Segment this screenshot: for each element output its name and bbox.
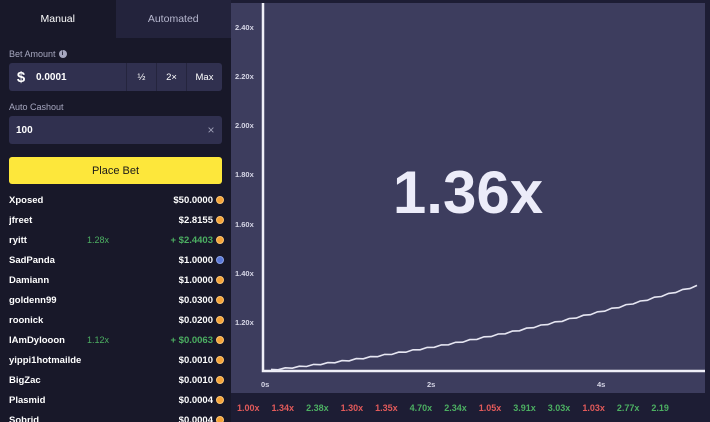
history-bar: 1.00x 1.34x 2.38x 1.30x 1.35x 4.70x 2.34x 1.05x… (231, 393, 710, 422)
player-row: Sobrid $0.0004 (0, 410, 231, 422)
info-icon[interactable]: i (58, 50, 67, 58)
player-row: BigZac $0.0010 (0, 370, 231, 390)
player-row: goldenn99 $0.0300 (0, 290, 231, 310)
bitcoin-icon (216, 356, 224, 364)
bitcoin-icon (216, 396, 224, 404)
bitcoin-icon (216, 216, 224, 224)
half-bet-button[interactable]: ½ (126, 63, 156, 91)
player-name: IAmDylooon (9, 334, 65, 346)
player-name: Damiann (9, 274, 50, 286)
dollar-icon: $ (16, 68, 26, 86)
bet-panel: Manual Automated Bet Amount i $ ½ 2× Max… (0, 0, 231, 422)
bet-amount-input[interactable] (33, 63, 126, 91)
player-amount: $0.0300 (178, 294, 213, 306)
player-row: Damiann $1.0000 (0, 270, 231, 290)
player-amount: $50.0000 (173, 194, 213, 206)
y-tick-label: 2.00x (235, 121, 255, 130)
player-amount: + $2.4403 (170, 234, 213, 246)
mode-tabs: Manual Automated (0, 0, 231, 38)
bitcoin-icon (216, 316, 224, 324)
player-row: SadPanda $1.0000 (0, 250, 231, 270)
player-amount: $0.0004 (178, 394, 213, 406)
bet-amount-label-text: Bet Amount (9, 49, 56, 59)
place-bet-button[interactable]: Place Bet (9, 157, 222, 184)
history-item[interactable]: 1.34x (271, 402, 295, 413)
player-amount: $0.0010 (178, 374, 213, 386)
player-cashout: 1.28x (87, 235, 110, 245)
bitcoin-icon (216, 336, 224, 344)
coin-icon (216, 256, 224, 264)
player-amount: $2.8155 (178, 214, 213, 226)
player-amount: $1.0000 (178, 254, 213, 266)
bitcoin-icon (216, 236, 224, 244)
x-tick-label: 0s (261, 380, 269, 389)
history-item[interactable]: 1.03x (582, 402, 605, 413)
player-amount: + $0.0063 (170, 334, 213, 346)
y-tick-label: 1.60x (235, 220, 255, 229)
history-item[interactable]: 1.00x (237, 402, 260, 413)
y-tick-label: 2.40x (235, 23, 255, 32)
history-item[interactable]: 2.77x (616, 402, 640, 413)
tab-automated[interactable]: Automated (115, 0, 231, 38)
history-item[interactable]: 2.34x (444, 402, 467, 413)
bitcoin-icon (216, 276, 224, 284)
player-amount: $0.0010 (178, 354, 213, 366)
bitcoin-icon (216, 296, 224, 304)
player-name: BigZac (9, 374, 41, 386)
history-item[interactable]: 3.91x (513, 402, 536, 413)
player-row: ryitt 1.28x + $2.4403 (0, 230, 231, 250)
bitcoin-icon (216, 196, 224, 204)
history-item[interactable]: 1.35x (375, 402, 398, 413)
tab-manual[interactable]: Manual (0, 0, 116, 38)
history-item[interactable]: 2.19 (651, 402, 669, 413)
graph-axes (261, 3, 705, 373)
bet-amount-row: $ ½ 2× Max (9, 63, 222, 91)
player-cashout: 1.12x (87, 335, 110, 345)
player-row: Plasmid $0.0004 (0, 390, 231, 410)
graph-canvas: 1.20x 1.40x 1.60x 1.80x 2.00x 2.20x 2.40x 0s 2s 4… (235, 3, 705, 389)
player-name: goldenn99 (9, 294, 57, 306)
history-item[interactable]: 4.70x (409, 402, 433, 413)
y-tick-label: 1.40x (235, 269, 255, 278)
double-bet-button[interactable]: 2× (156, 63, 186, 91)
history-item[interactable]: 2.38x (306, 402, 329, 413)
player-name: Sobrid (9, 414, 40, 422)
player-row: IAmDylooon 1.12x + $0.0063 (0, 330, 231, 350)
current-multiplier: 1.36x (392, 159, 544, 226)
history-item[interactable]: 1.30x (340, 402, 364, 413)
player-name: Plasmid (9, 394, 46, 406)
player-row: Xposed $50.0000 (0, 190, 231, 210)
auto-cashout-label: Auto Cashout (9, 102, 64, 112)
auto-cashout-row: × (9, 116, 222, 144)
bet-amount-label: Bet Amount i (0, 48, 231, 60)
player-name: jfreet (9, 214, 33, 226)
x-tick-label: 2s (427, 380, 435, 389)
y-tick-label: 1.20x (235, 318, 255, 327)
player-row: yippi1hotmailde $0.0010 (0, 350, 231, 370)
player-amount: $0.0004 (178, 414, 213, 422)
y-tick-label: 1.80x (235, 170, 255, 179)
player-amount: $1.0000 (178, 274, 213, 286)
players-list: Xposed $50.0000 jfreet $2.8155 ryitt 1.28x + $… (0, 190, 231, 422)
history-item[interactable]: 1.05x (478, 402, 502, 413)
auto-cashout-input[interactable] (9, 116, 200, 144)
x-tick-label: 4s (597, 380, 605, 389)
player-name: ryitt (9, 234, 27, 246)
bitcoin-icon (216, 376, 224, 384)
player-name: SadPanda (9, 254, 55, 266)
max-bet-button[interactable]: Max (186, 63, 222, 91)
player-amount: $0.0200 (178, 314, 213, 326)
player-row: roonick $0.0200 (0, 310, 231, 330)
player-row: jfreet $2.8155 (0, 210, 231, 230)
bitcoin-icon (216, 416, 224, 422)
player-name: Xposed (9, 194, 44, 206)
player-name: yippi1hotmailde (9, 354, 82, 366)
history-item[interactable]: 3.03x (547, 402, 571, 413)
clear-icon[interactable]: × (207, 123, 215, 137)
player-name: roonick (9, 314, 44, 326)
multiplier-curve (270, 284, 698, 371)
y-tick-label: 2.20x (235, 72, 255, 81)
crash-graph: 1.20x 1.40x 1.60x 1.80x 2.00x 2.20x 2.40x 0s 2s 4… (231, 3, 705, 393)
